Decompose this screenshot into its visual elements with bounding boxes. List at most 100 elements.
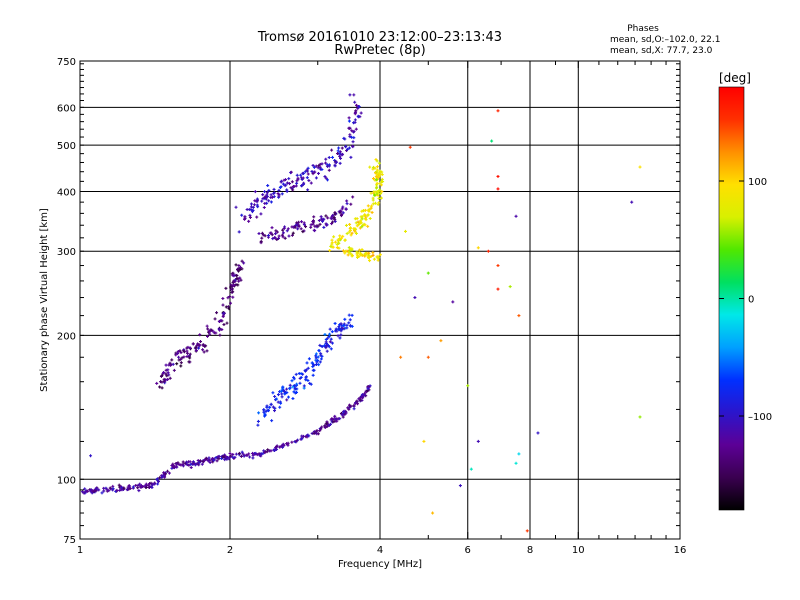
data-point — [324, 422, 328, 426]
data-point — [295, 179, 299, 183]
data-point — [306, 366, 310, 370]
data-point — [312, 431, 316, 435]
data-point — [235, 277, 239, 281]
data-point — [353, 227, 357, 231]
data-point — [255, 203, 259, 207]
data-point — [251, 205, 255, 209]
data-point — [166, 469, 170, 473]
data-point — [285, 387, 289, 391]
data-point — [257, 411, 261, 415]
data-point — [286, 395, 290, 399]
data-point — [336, 334, 340, 338]
data-point — [191, 342, 195, 346]
x-tick-label: 4 — [377, 545, 383, 556]
data-point — [344, 207, 348, 211]
data-point — [313, 229, 317, 233]
data-point — [205, 324, 209, 328]
data-point — [256, 419, 260, 423]
data-point — [327, 156, 331, 160]
data-point — [342, 324, 346, 328]
data-point — [281, 386, 285, 390]
data-point — [293, 387, 297, 391]
data-point — [327, 423, 331, 427]
data-point — [339, 322, 343, 326]
data-point — [255, 453, 259, 457]
data-point — [265, 193, 269, 197]
data-point — [237, 451, 241, 455]
data-point — [218, 333, 222, 337]
data-point — [261, 193, 265, 197]
data-point — [348, 93, 352, 97]
data-point — [323, 332, 327, 336]
data-point — [536, 431, 540, 435]
data-point — [280, 192, 284, 196]
data-point — [338, 161, 342, 165]
data-point — [291, 397, 295, 401]
data-point — [306, 166, 310, 170]
data-point — [231, 295, 235, 299]
data-point — [263, 201, 267, 205]
data-point — [222, 323, 226, 327]
data-point — [240, 450, 244, 454]
data-point — [368, 259, 372, 263]
data-point — [228, 451, 232, 455]
data-point — [371, 202, 375, 206]
data-point — [319, 357, 323, 361]
data-point — [363, 213, 367, 217]
data-point — [378, 253, 382, 257]
data-point — [179, 357, 183, 361]
data-point — [314, 164, 318, 168]
data-point — [466, 384, 470, 388]
data-point — [347, 119, 351, 123]
data-point — [282, 178, 286, 182]
data-point — [83, 487, 87, 491]
data-point — [200, 462, 204, 466]
data-point — [348, 247, 352, 251]
data-point — [197, 460, 201, 464]
data-point — [257, 232, 261, 236]
data-point — [339, 214, 343, 218]
data-point — [371, 177, 375, 181]
data-point — [197, 346, 201, 350]
data-point — [194, 346, 198, 350]
y-tick-label: 300 — [57, 247, 76, 258]
data-point — [413, 296, 417, 300]
data-point — [120, 486, 124, 490]
data-point — [375, 172, 379, 176]
data-point — [451, 300, 455, 304]
data-point — [301, 171, 305, 175]
data-point — [143, 484, 147, 488]
data-point — [92, 490, 96, 494]
data-point — [277, 234, 281, 238]
data-point — [205, 334, 209, 338]
data-point — [345, 326, 349, 330]
data-point — [352, 404, 356, 408]
data-point — [331, 213, 335, 217]
data-point — [330, 330, 334, 334]
data-point — [276, 192, 280, 196]
data-point — [378, 169, 382, 173]
data-point — [300, 220, 304, 224]
data-point — [363, 223, 367, 227]
data-point — [260, 231, 264, 235]
data-point — [266, 409, 270, 413]
data-point — [287, 234, 291, 238]
data-point — [291, 231, 295, 235]
data-point — [514, 214, 518, 218]
data-point — [422, 439, 426, 443]
data-point — [224, 286, 228, 290]
data-point — [236, 267, 240, 271]
data-point — [476, 439, 480, 443]
data-point — [304, 375, 308, 379]
data-point — [221, 315, 225, 319]
data-point — [328, 248, 332, 252]
data-point — [333, 164, 337, 168]
data-point — [280, 392, 284, 396]
data-point — [366, 224, 370, 228]
data-point — [289, 170, 293, 174]
data-point — [267, 188, 271, 192]
data-point — [378, 182, 382, 186]
data-point — [306, 172, 310, 176]
data-point — [322, 217, 326, 221]
data-point — [345, 202, 349, 206]
